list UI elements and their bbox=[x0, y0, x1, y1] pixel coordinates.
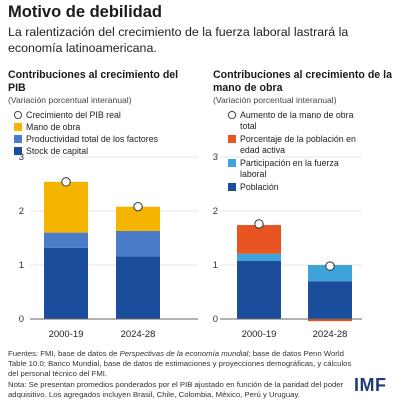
x-tick-label: 2024-28 bbox=[121, 329, 156, 340]
bar-segment bbox=[308, 319, 352, 322]
total-marker bbox=[325, 261, 335, 271]
chart-subtitle-labor: (Variación porcentual interanual) bbox=[213, 95, 337, 105]
legend-label: Stock de capital bbox=[26, 146, 88, 156]
bar-segment bbox=[116, 230, 160, 257]
y-tick-label: 3 bbox=[19, 152, 24, 163]
y-tick-label: 2 bbox=[213, 206, 218, 217]
note-text: Nota: Se presentan promedios ponderados … bbox=[8, 379, 344, 399]
page-title: Motivo de debilidad bbox=[8, 3, 163, 21]
legend-label: Aumento de la mano de obra total bbox=[240, 110, 354, 131]
sources-suffix: ; base de datos Penn World Table 10.0; B… bbox=[8, 349, 352, 379]
y-tick-label: 2 bbox=[19, 206, 24, 217]
bar-segment bbox=[44, 247, 88, 319]
x-tick-label: 2024-28 bbox=[313, 329, 348, 340]
bar-segment bbox=[44, 181, 88, 233]
bar-segment bbox=[116, 256, 160, 319]
legend-swatch bbox=[228, 159, 236, 167]
bar-segment bbox=[44, 232, 88, 248]
chart-title-gdp: Contribuciones al crecimiento del PIB bbox=[8, 69, 179, 94]
legend-label: Población bbox=[240, 182, 279, 192]
x-tick-label: 2000-19 bbox=[49, 329, 84, 340]
y-tick-label: 3 bbox=[213, 152, 218, 163]
y-tick-label: 0 bbox=[213, 314, 218, 325]
chart-title-labor: Contribuciones al crecimiento de la mano… bbox=[213, 69, 392, 94]
legend-label: Productividad total de los factores bbox=[26, 134, 159, 144]
total-marker bbox=[133, 201, 143, 212]
total-marker bbox=[254, 219, 264, 229]
legend-label: Participación en la fuerza laboral bbox=[240, 158, 339, 179]
y-tick-label: 0 bbox=[19, 314, 24, 325]
legend-swatch bbox=[228, 183, 236, 191]
legend-label: Porcentaje de la población en edad activa bbox=[240, 134, 356, 155]
footer: Fuentes: FMI, base de datos de Perspecti… bbox=[8, 349, 353, 400]
legend-marker-circle bbox=[13, 110, 23, 120]
total-marker bbox=[61, 177, 71, 187]
legend-swatch bbox=[14, 147, 22, 155]
sources-italic: Perspectivas de la economía mundial bbox=[119, 349, 249, 358]
x-tick-label: 2000-19 bbox=[242, 329, 277, 340]
bar-segment bbox=[308, 265, 352, 282]
sources-text: Fuentes: FMI, base de datos de Perspecti… bbox=[8, 349, 353, 380]
legend-label: Crecimiento del PIB real bbox=[26, 110, 121, 120]
bar-segment bbox=[237, 260, 281, 319]
legend-marker-circle bbox=[227, 110, 237, 120]
y-tick-label: 1 bbox=[19, 260, 24, 271]
y-tick-label: 1 bbox=[213, 260, 218, 271]
chart-subtitle-gdp: (Variación porcentual interanual) bbox=[8, 95, 132, 105]
legend-swatch bbox=[14, 135, 22, 143]
bar-segment bbox=[237, 253, 281, 261]
charts-canvas: 0 1 2 3 Crecimiento del PIB real Mano de obra… bbox=[13, 110, 362, 340]
legend-swatch bbox=[228, 135, 236, 143]
legend-swatch bbox=[14, 123, 22, 131]
page-subtitle: La ralentización del crecimiento de la f… bbox=[8, 25, 349, 55]
legend-label: Mano de obra bbox=[26, 122, 80, 132]
bar-segment bbox=[308, 281, 352, 319]
sources-prefix: Fuentes: FMI, base de datos de bbox=[8, 349, 120, 358]
bar-segment bbox=[237, 225, 281, 254]
imf-logo: IMF bbox=[354, 375, 387, 395]
